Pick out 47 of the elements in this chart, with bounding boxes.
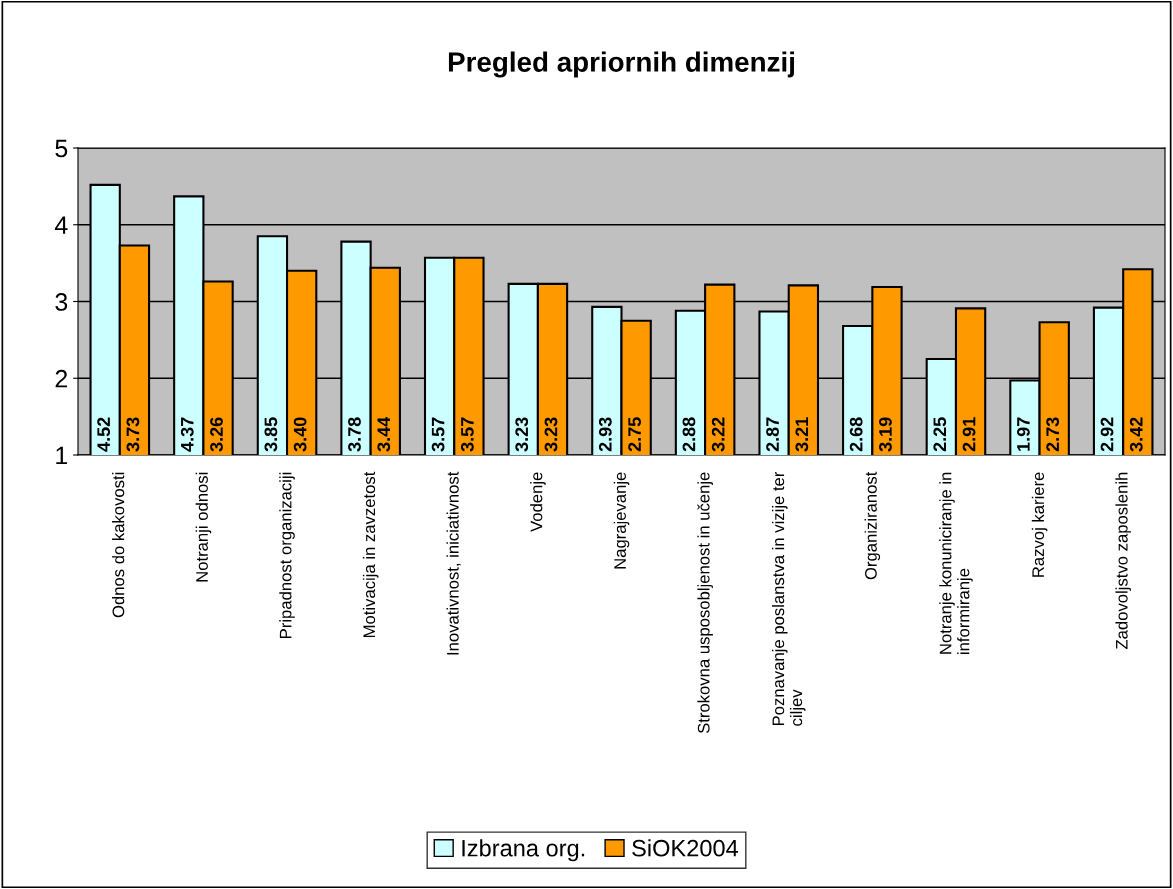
data-label: 3.40 [293,417,307,452]
data-label: 2.92 [1100,417,1114,452]
data-label: 3.19 [879,417,892,452]
y-tick-label: 4 [54,216,68,234]
x-tick-label: Poznavanje poslanstva in vizije ter ciljev [771,471,806,726]
x-tick-label: Nagrajevanje [613,472,630,569]
data-label: 3.44 [377,416,391,452]
data-label: 2.88 [682,417,696,452]
data-label: 3.57 [431,417,445,452]
y-tick-label: 2 [55,369,68,388]
data-label: 2.68 [849,417,863,452]
data-label: 1.97 [1017,417,1030,451]
x-tick-label: Inovativnost, iniciativnost [446,471,461,655]
data-label: 3.22 [711,417,725,452]
data-label: 4.37 [180,417,194,452]
x-tick-label: Notranji odnosi [195,472,212,582]
data-label: 2.91 [962,417,976,452]
chart-title: Pregled apriornih dimenzij [448,51,794,78]
data-label: 2.75 [628,417,641,452]
data-label: 4.52 [97,417,111,452]
x-tick-label: Notranje konuniciranje in informiranje [939,472,973,654]
x-tick-label: Organiziranost [864,471,881,580]
data-label: 3.23 [544,417,558,452]
data-label: 3.26 [210,417,223,452]
data-label: 3.42 [1129,417,1143,452]
data-label: 2.73 [1046,417,1060,452]
data-label: 3.73 [126,417,140,452]
legend-label: Izbrana org. [462,839,585,862]
legend-label: SiOK2004 [632,839,739,857]
x-tick-label: Pripadnost organizaciji [279,472,295,638]
data-label: 2.93 [598,417,612,452]
x-tick-label: Odnos do kakovosti [112,472,125,618]
data-label: 3.57 [460,417,474,452]
x-tick-label: Strokovna usposobljenost in učenje [697,472,713,734]
data-label: 3.23 [515,417,529,452]
x-tick-label: Zadovoljstvo zaposlenih [1115,472,1131,650]
data-label: 3.78 [348,417,361,452]
data-label: 3.85 [264,417,278,452]
y-tick-label: 3 [55,293,68,311]
data-label: 3.21 [795,417,809,452]
y-tick-label: 1 [56,446,68,465]
data-label: 2.25 [933,417,947,452]
data-label: 2.87 [766,417,779,452]
x-tick-label: Razvoj kariere [1031,472,1048,577]
y-tick-label: 5 [55,139,68,158]
x-tick-label: Vodenje [530,472,546,532]
x-tick-label: Motivacija in zavzetost [362,471,379,638]
